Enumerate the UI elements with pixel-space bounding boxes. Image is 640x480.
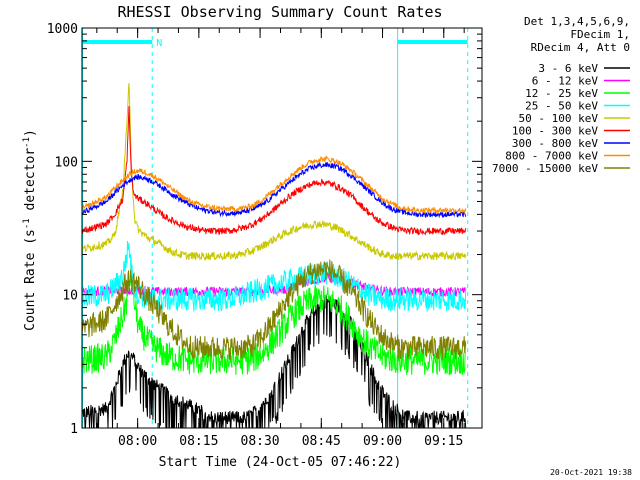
y-axis-label-superscript-2: -1 <box>22 137 32 148</box>
series-line-6 <box>81 106 467 236</box>
x-axis-label: Start Time (24-Oct-05 07:46:22) <box>159 455 402 470</box>
series-line-5 <box>81 82 467 262</box>
y-axis-label-part-2: detector <box>23 148 38 219</box>
legend-label-1: 3 - 6 keV <box>538 62 598 75</box>
legend-label-7: 300 - 800 keV <box>512 137 598 150</box>
config-line-2: FDecim 1, <box>570 28 630 41</box>
x-tick-label: 08:30 <box>241 434 280 449</box>
series-line-9 <box>81 259 467 360</box>
legend-label-3: 12 - 25 keV <box>525 87 598 100</box>
x-tick-label: 09:00 <box>363 434 402 449</box>
legend-label-2: 6 - 12 keV <box>532 75 599 88</box>
config-line-1: Det 1,3,4,5,6,9, <box>524 15 630 28</box>
x-tick-label: 08:00 <box>118 434 157 449</box>
config-line-3: RDecim 4, Att 0 <box>531 41 630 54</box>
y-tick-label: 1000 <box>47 22 78 37</box>
legend-label-8: 800 - 7000 keV <box>505 150 598 163</box>
y-axis-label: Count Rate (s-1 detector-1) <box>22 129 38 331</box>
series-group <box>81 82 467 429</box>
legend-label-6: 100 - 300 keV <box>512 125 598 138</box>
y-axis-label-part-1: Count Rate (s <box>23 229 38 331</box>
x-tick-label: 09:15 <box>424 434 463 449</box>
y-tick-label: 100 <box>55 155 78 170</box>
y-axis-label-part-3: ) <box>23 129 38 137</box>
plot-frame <box>81 27 483 429</box>
series-line-7 <box>81 161 467 219</box>
y-tick-label: 10 <box>62 289 78 304</box>
series-line-8 <box>81 155 467 215</box>
flag-label: N <box>156 38 162 49</box>
chart-title: RHESSI Observing Summary Count Rates <box>117 3 442 21</box>
footer-date: 20-Oct-2021 19:38 <box>550 468 632 477</box>
x-tick-label: 08:15 <box>179 434 218 449</box>
axes: 1 10 100 1000 08:00 08:15 08:30 08:45 09:00 09:15 <box>47 22 482 449</box>
legend-label-5: 50 - 100 keV <box>519 112 599 125</box>
legend: Det 1,3,4,5,6,9, FDecim 1, RDecim 4, Att… <box>492 15 630 175</box>
x-tick-label: 08:45 <box>302 434 341 449</box>
y-axis-label-superscript-1: -1 <box>22 218 32 229</box>
legend-label-4: 25 - 50 keV <box>525 100 598 113</box>
series-line-3 <box>81 257 467 376</box>
y-tick-label: 1 <box>70 422 78 437</box>
legend-label-9: 7000 - 15000 keV <box>492 162 598 175</box>
